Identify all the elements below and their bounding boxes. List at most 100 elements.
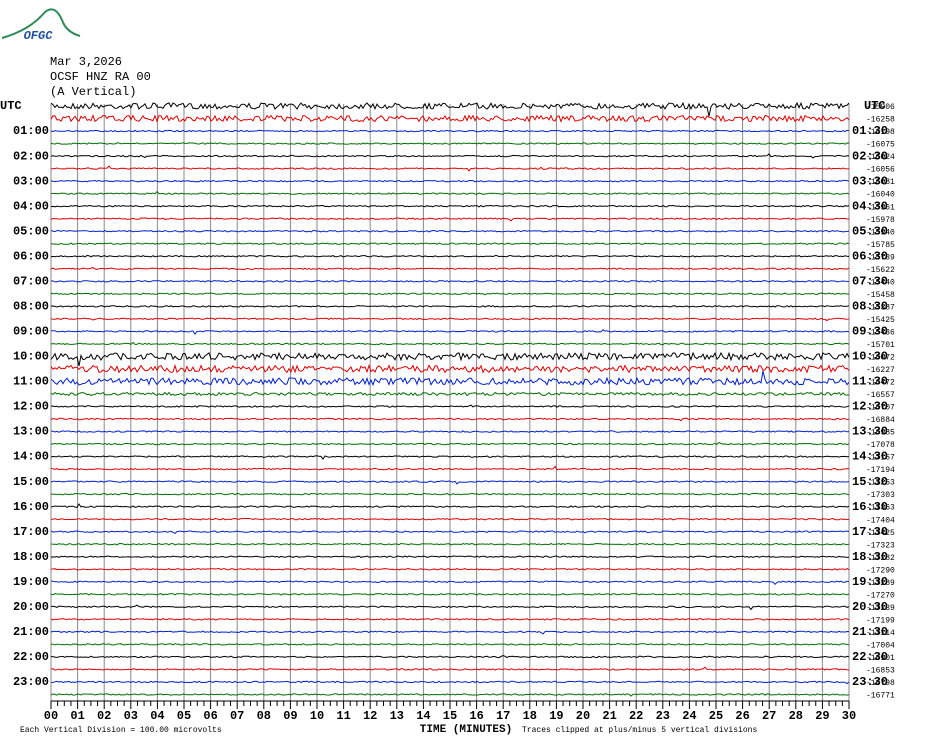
seismic-trace bbox=[50, 441, 850, 446]
right-hour-label: 08:30 bbox=[852, 299, 888, 313]
right-hour-label: 18:30 bbox=[852, 550, 888, 564]
right-hour-label: 14:30 bbox=[852, 450, 888, 464]
trace-offset: -15940 bbox=[866, 228, 895, 237]
trace-offset: -16198 bbox=[866, 128, 895, 137]
seismic-trace bbox=[50, 217, 850, 222]
seismic-trace bbox=[50, 267, 850, 271]
seismic-trace bbox=[50, 114, 850, 123]
x-tick-label: 22 bbox=[629, 709, 643, 723]
right-hour-label: 16:30 bbox=[852, 500, 888, 514]
right-hour-label: 03:30 bbox=[852, 174, 888, 188]
right-hour-label: 09:30 bbox=[852, 325, 888, 339]
trace-offset: -16472 bbox=[866, 379, 895, 388]
x-tick-label: 16 bbox=[469, 709, 483, 723]
seismic-trace bbox=[50, 229, 850, 233]
seismic-trace bbox=[50, 567, 850, 571]
date: Mar 3,2026 bbox=[50, 55, 122, 69]
left-hour-label: 22:00 bbox=[13, 650, 49, 664]
clip-note: Traces clipped at plus/minus 5 vertical … bbox=[522, 726, 757, 735]
left-hour-label: 10:00 bbox=[13, 350, 49, 364]
trace-offset: -17078 bbox=[866, 441, 895, 450]
trace-offset: -16901 bbox=[866, 654, 895, 663]
left-hour-label: 16:00 bbox=[13, 500, 49, 514]
seismic-trace bbox=[50, 555, 850, 558]
seismic-trace bbox=[50, 417, 850, 422]
left-hour-label: 12:00 bbox=[13, 400, 49, 414]
left-hour-label: 02:00 bbox=[13, 149, 49, 163]
left-hour-label: 21:00 bbox=[13, 625, 49, 639]
trace-offset: -16081 bbox=[866, 178, 895, 187]
x-tick-label: 18 bbox=[523, 709, 537, 723]
x-tick-label: 05 bbox=[177, 709, 191, 723]
x-tick-label: 20 bbox=[576, 709, 590, 723]
seismic-trace bbox=[50, 643, 850, 646]
trace-offset: -16075 bbox=[866, 141, 895, 150]
trace-offset: -15387 bbox=[866, 303, 895, 312]
right-axis-title: UTC bbox=[864, 99, 886, 113]
x-tick-label: 17 bbox=[496, 709, 510, 723]
x-tick-label: 25 bbox=[709, 709, 723, 723]
right-hour-label: 02:30 bbox=[852, 149, 888, 163]
left-hour-label: 01:00 bbox=[13, 124, 49, 138]
seismic-trace bbox=[50, 391, 850, 397]
x-tick-label: 15 bbox=[443, 709, 457, 723]
seismic-trace bbox=[50, 129, 850, 133]
logo-swoosh bbox=[1, 8, 81, 39]
right-hour-label: 17:30 bbox=[852, 525, 888, 539]
trace-offset: -16985 bbox=[866, 429, 895, 438]
right-hour-label: 01:30 bbox=[852, 124, 888, 138]
trace-offset: -15622 bbox=[866, 266, 895, 275]
seismic-trace bbox=[50, 654, 850, 659]
left-hour-label: 11:00 bbox=[13, 375, 49, 389]
right-hour-label: 22:30 bbox=[852, 650, 888, 664]
x-tick-label: 03 bbox=[124, 709, 138, 723]
x-tick-label: 00 bbox=[44, 709, 58, 723]
seismic-trace bbox=[50, 455, 850, 460]
left-hour-label: 05:00 bbox=[13, 224, 49, 238]
right-hour-label: 06:30 bbox=[852, 249, 888, 263]
x-tick-label: 21 bbox=[602, 709, 616, 723]
seismic-trace bbox=[50, 370, 850, 387]
seismic-trace bbox=[50, 593, 850, 596]
seismic-trace bbox=[50, 280, 850, 283]
trace-offset: -16557 bbox=[866, 391, 895, 400]
right-hour-label: 20:30 bbox=[852, 600, 888, 614]
left-hour-label: 17:00 bbox=[13, 525, 49, 539]
seismic-trace bbox=[50, 465, 850, 471]
trace-offset: -16258 bbox=[866, 116, 895, 125]
trace-offset: -17270 bbox=[866, 591, 895, 600]
trace-offset: -17323 bbox=[866, 541, 895, 550]
seismic-trace bbox=[50, 329, 850, 335]
trace-offset: -17282 bbox=[866, 554, 895, 563]
trace-offset: -15436 bbox=[866, 328, 895, 337]
trace-offset: -16072 bbox=[866, 354, 895, 363]
seismic-trace bbox=[50, 680, 850, 685]
seismic-trace bbox=[50, 404, 850, 408]
left-hour-label: 15:00 bbox=[13, 475, 49, 489]
trace-offset: -16024 bbox=[866, 153, 895, 162]
seismic-trace bbox=[50, 666, 850, 671]
x-tick-label: 27 bbox=[762, 709, 776, 723]
seismic-trace bbox=[50, 190, 850, 195]
x-tick-label: 23 bbox=[656, 709, 670, 723]
x-tick-label: 08 bbox=[257, 709, 271, 723]
x-tick-label: 28 bbox=[789, 709, 803, 723]
component: (A Vertical) bbox=[50, 85, 136, 99]
trace-offset: -16056 bbox=[866, 166, 895, 175]
x-tick-label: 04 bbox=[150, 709, 164, 723]
x-tick-label: 02 bbox=[97, 709, 111, 723]
seismic-trace bbox=[50, 242, 850, 245]
x-tick-label: 07 bbox=[230, 709, 244, 723]
trace-offset: -17253 bbox=[866, 479, 895, 488]
left-hour-label: 09:00 bbox=[13, 325, 49, 339]
seismic-trace bbox=[50, 165, 850, 172]
right-hour-label: 13:30 bbox=[852, 425, 888, 439]
seismic-trace bbox=[50, 142, 850, 145]
seismic-trace bbox=[50, 630, 850, 635]
logo-text: OFGC bbox=[24, 29, 54, 43]
trace-offset: -17114 bbox=[866, 629, 895, 638]
trace-offset: -15739 bbox=[866, 253, 895, 262]
seismic-trace bbox=[50, 604, 850, 611]
seismic-trace bbox=[50, 101, 850, 117]
